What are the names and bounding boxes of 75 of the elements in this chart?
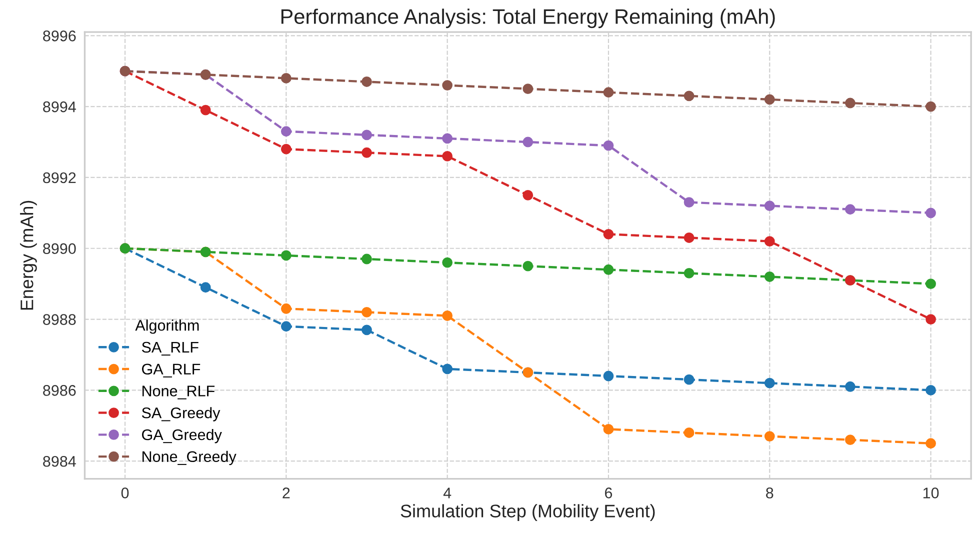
y-tick-label: 8984	[43, 456, 76, 467]
point	[522, 260, 534, 272]
point	[442, 150, 453, 162]
x-tick-label: 4	[443, 488, 452, 498]
point	[684, 90, 694, 102]
point	[926, 208, 936, 218]
point	[764, 236, 775, 246]
point	[603, 264, 614, 275]
point	[280, 144, 292, 154]
point	[522, 190, 534, 200]
x-tick-label: 0	[121, 488, 129, 498]
point	[522, 84, 534, 94]
x-tick-label: 2	[282, 488, 290, 498]
point	[280, 126, 292, 137]
point	[362, 130, 372, 140]
legend-label: GA_RLF	[142, 364, 200, 378]
y-axis-title: Energy (mAh)	[20, 200, 37, 310]
legend-label: SA_Greedy	[142, 407, 220, 422]
point	[684, 268, 694, 278]
point	[845, 204, 856, 215]
y-tick-label: 8988	[43, 314, 76, 325]
point	[926, 314, 936, 324]
legend-label: SA_RLF	[142, 342, 198, 356]
point	[442, 310, 453, 321]
point	[362, 76, 372, 87]
point	[684, 197, 694, 208]
point	[684, 232, 694, 243]
y-tick-label: 8996	[43, 30, 76, 42]
legend-label: None_Greedy	[142, 450, 236, 466]
point	[845, 98, 856, 108]
point	[362, 254, 372, 264]
point	[522, 136, 534, 148]
point	[684, 428, 694, 438]
x-axis-title: Simulation Step (Mobility Event)	[400, 504, 655, 522]
point	[200, 282, 211, 293]
legend-label: None_RLF	[142, 386, 215, 400]
y-tick-label: 8992	[43, 172, 76, 184]
legend-label: GA_Greedy	[142, 428, 222, 444]
point	[764, 272, 775, 282]
point	[442, 257, 453, 268]
point	[926, 101, 936, 112]
point	[603, 87, 614, 98]
point	[442, 364, 453, 374]
point	[280, 250, 292, 261]
y-tick-label: 8994	[43, 101, 76, 112]
point	[442, 80, 453, 90]
chart-title: Performance Analysis: Total Energy Remaining (mAh)	[281, 8, 775, 28]
point	[362, 147, 372, 158]
point	[603, 424, 614, 434]
point	[926, 278, 936, 290]
point	[926, 384, 936, 396]
point	[845, 381, 856, 392]
point	[603, 370, 614, 382]
point	[362, 324, 372, 336]
point	[362, 306, 372, 318]
point	[845, 434, 856, 446]
point	[280, 321, 292, 332]
y-tick-label: 8990	[43, 243, 76, 254]
point	[764, 94, 775, 105]
point	[280, 303, 292, 314]
legend-title: Algorithm	[135, 320, 199, 334]
point	[603, 140, 614, 151]
x-tick-label: 10	[923, 488, 939, 498]
x-tick-label: 8	[766, 488, 774, 498]
point	[442, 133, 453, 144]
point	[684, 374, 694, 385]
point	[926, 438, 936, 449]
y-tick-label: 8986	[43, 385, 76, 396]
point	[764, 378, 775, 388]
point	[280, 72, 292, 84]
x-tick-label: 6	[605, 488, 612, 498]
point	[603, 228, 614, 240]
point	[764, 431, 775, 442]
point	[200, 104, 211, 116]
point	[764, 200, 775, 212]
